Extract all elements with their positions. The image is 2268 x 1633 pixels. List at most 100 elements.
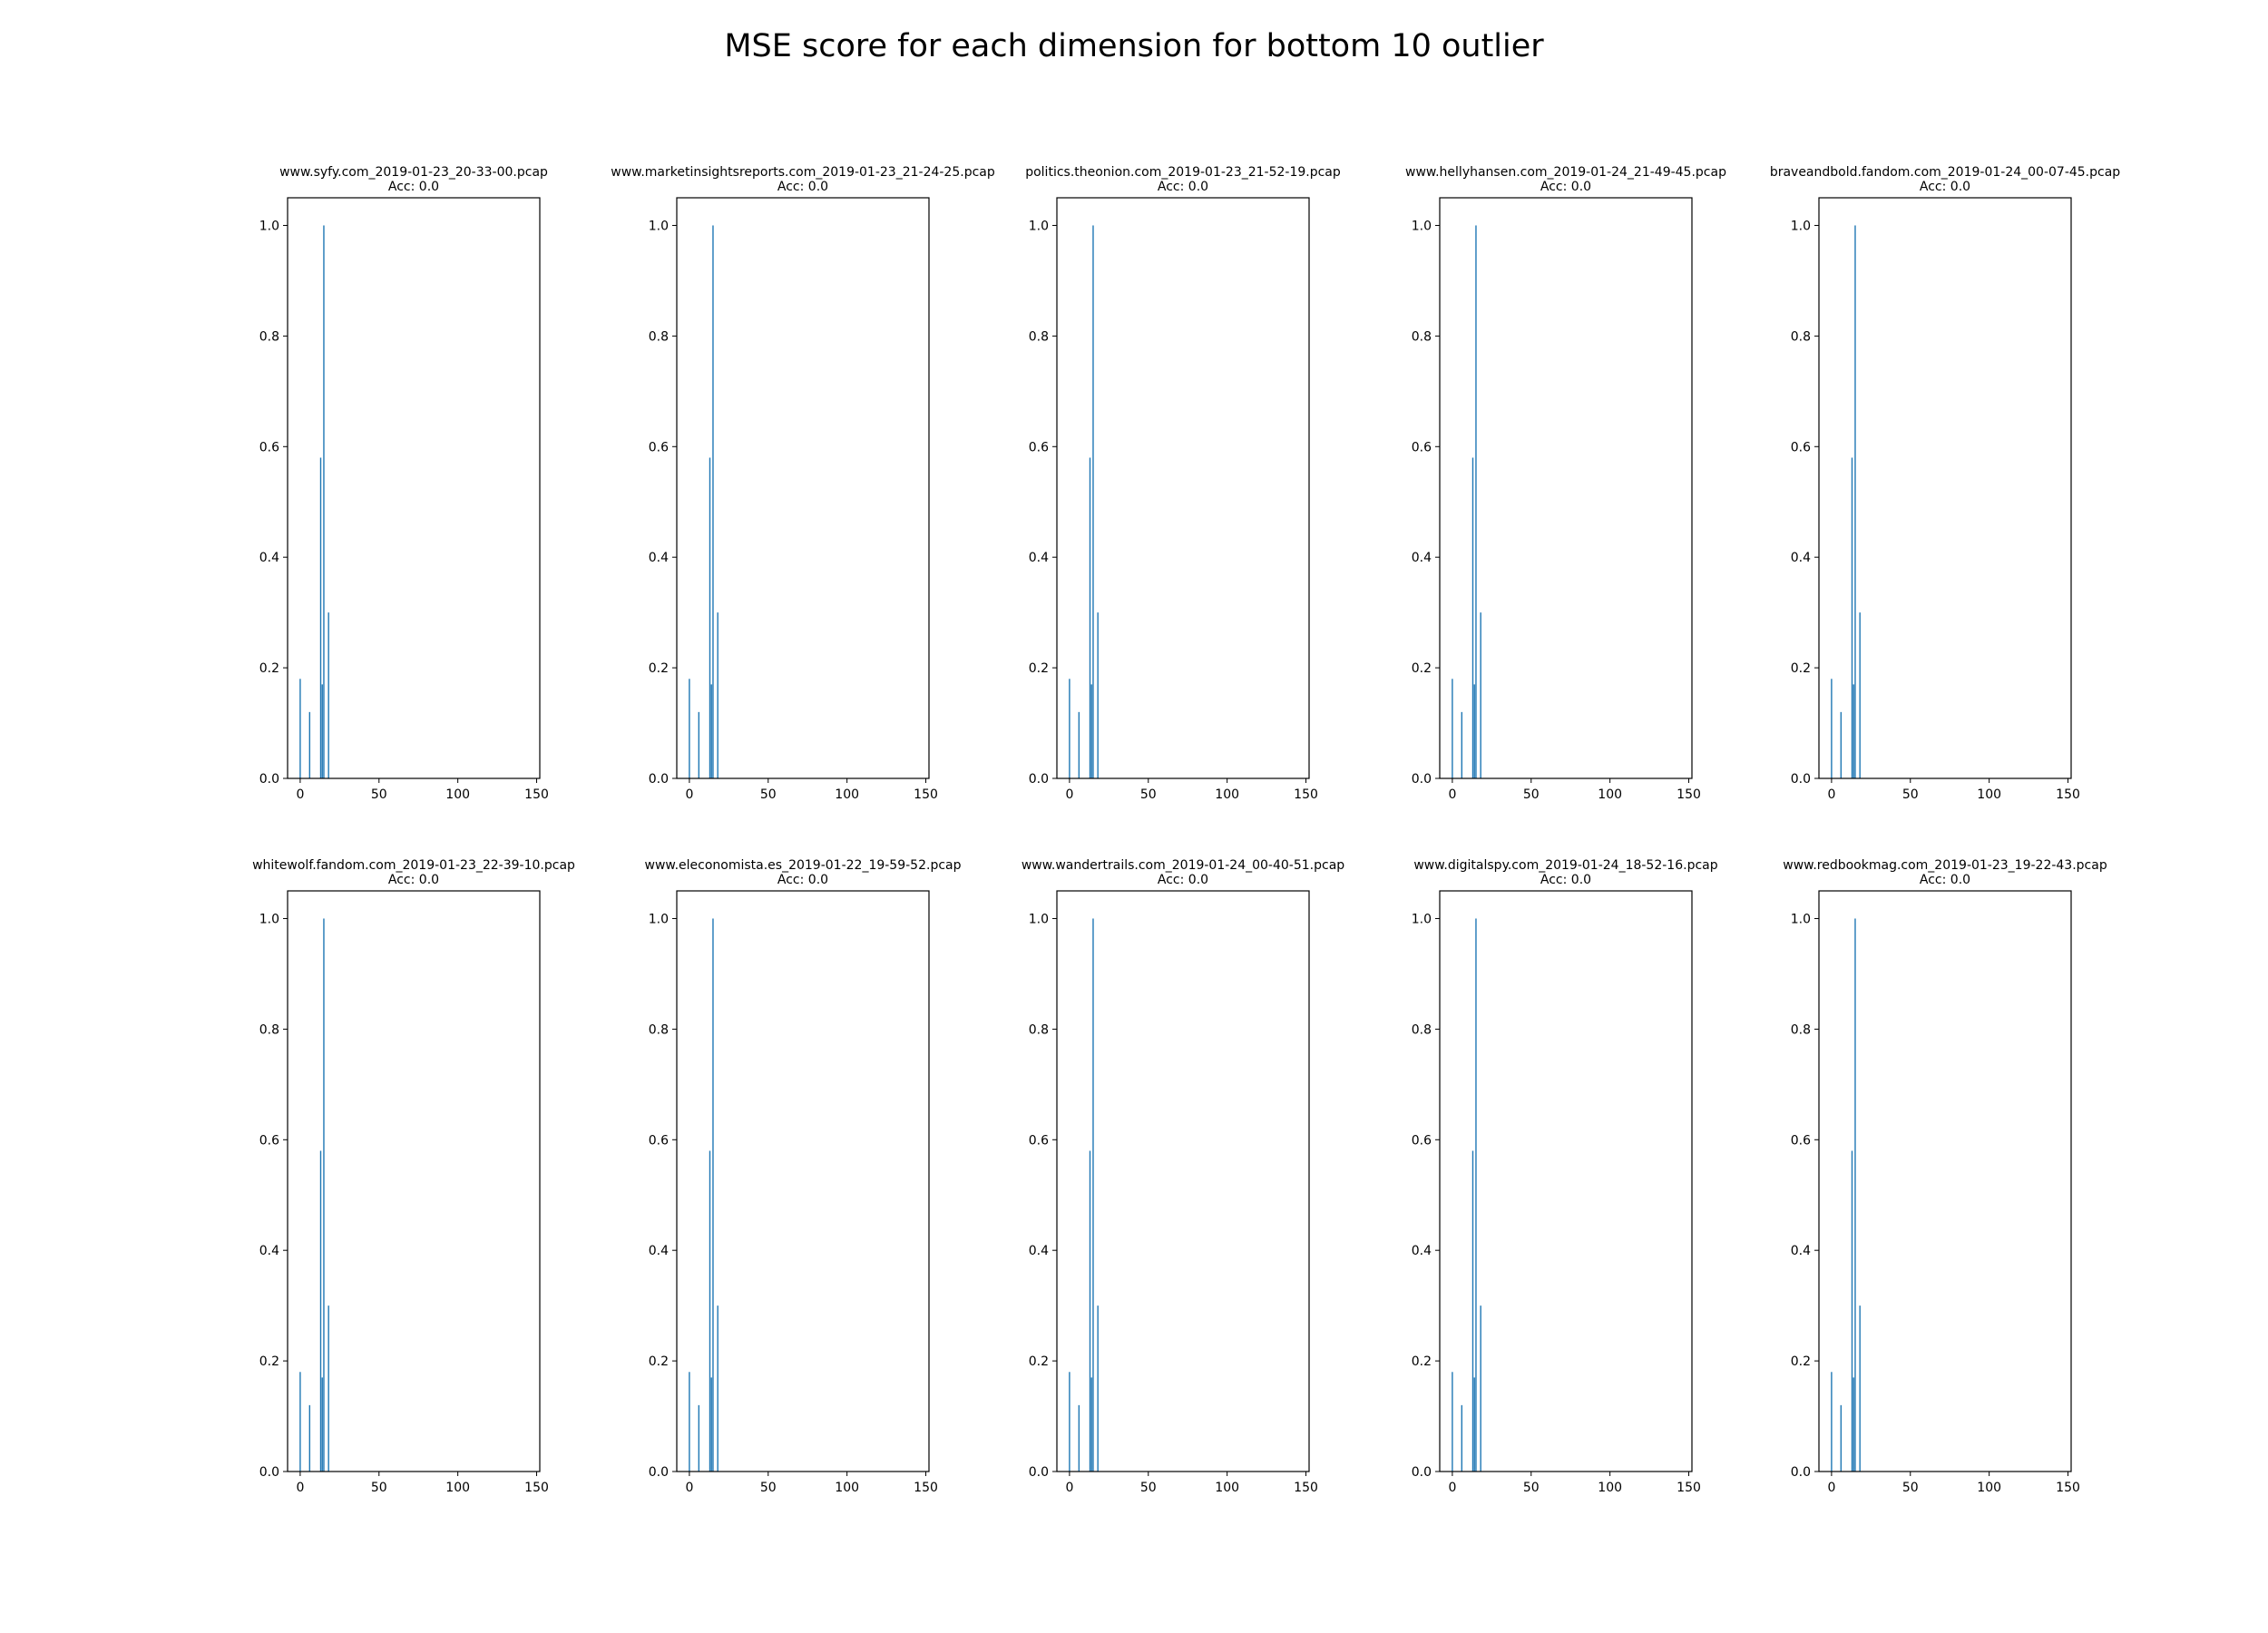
- y-tick-label: 0.2: [1029, 661, 1049, 676]
- axes-frame: [676, 890, 930, 1472]
- axes-frame: [1439, 197, 1693, 779]
- subplot-title: www.syfy.com_2019-01-23_20-33-00.pcap: [279, 165, 548, 180]
- subplot-subtitle: Acc: 0.0: [388, 873, 439, 887]
- bar: [321, 684, 323, 778]
- bar: [299, 1372, 301, 1472]
- bar: [1859, 612, 1861, 778]
- bar: [1090, 1377, 1092, 1472]
- bar: [1859, 1305, 1861, 1472]
- bar: [1461, 1404, 1463, 1472]
- x-tick-label: 100: [835, 787, 859, 802]
- subplot-7: www.eleconomista.es_2019-01-22_19-59-52.…: [645, 858, 962, 1495]
- y-tick-label: 1.0: [1412, 219, 1432, 233]
- x-tick-label: 100: [1977, 787, 2001, 802]
- x-tick-label: 150: [1294, 1481, 1318, 1495]
- y-tick-label: 0.6: [1791, 1133, 1811, 1148]
- bar: [1853, 684, 1854, 778]
- x-tick-label: 0: [685, 787, 693, 802]
- subplot-10: www.redbookmag.com_2019-01-23_19-22-43.p…: [1783, 858, 2107, 1495]
- bar: [710, 684, 712, 778]
- subplot-title: www.redbookmag.com_2019-01-23_19-22-43.p…: [1783, 858, 2107, 873]
- y-tick-label: 0.4: [259, 1244, 279, 1258]
- x-tick-label: 100: [1598, 1481, 1622, 1495]
- axes-frame: [1818, 197, 2072, 779]
- subplot-subtitle: Acc: 0.0: [388, 180, 439, 194]
- subplot-title: www.hellyhansen.com_2019-01-24_21-49-45.…: [1405, 165, 1726, 180]
- bar: [1851, 457, 1853, 778]
- y-tick-label: 0.2: [1791, 661, 1811, 676]
- bar: [1851, 1150, 1853, 1472]
- bar: [1473, 684, 1475, 778]
- x-tick-label: 0: [1827, 1481, 1835, 1495]
- figure-title: MSE score for each dimension for bottom …: [724, 28, 1544, 64]
- x-tick-label: 50: [1902, 1481, 1919, 1495]
- subplot-title: www.wandertrails.com_2019-01-24_00-40-51…: [1022, 858, 1344, 873]
- bar: [1840, 1404, 1843, 1472]
- y-tick-label: 0.4: [649, 1244, 669, 1258]
- bar: [1831, 679, 1833, 778]
- subplot-subtitle: Acc: 0.0: [1540, 873, 1591, 887]
- y-tick-label: 0.4: [259, 551, 279, 565]
- bar: [1475, 225, 1477, 778]
- y-tick-label: 0.8: [259, 329, 279, 344]
- subplot-subtitle: Acc: 0.0: [1920, 873, 1970, 887]
- subplot-title: www.marketinsightsreports.com_2019-01-23…: [611, 165, 995, 180]
- bar: [1854, 225, 1856, 778]
- x-tick-label: 50: [1140, 787, 1157, 802]
- bar: [712, 918, 714, 1472]
- y-tick-label: 0.0: [259, 772, 279, 787]
- y-tick-label: 0.8: [259, 1022, 279, 1037]
- y-tick-label: 0.6: [1412, 1133, 1432, 1148]
- y-tick-label: 1.0: [1791, 912, 1811, 926]
- subplot-subtitle: Acc: 0.0: [777, 180, 828, 194]
- x-tick-label: 0: [685, 1481, 693, 1495]
- bar: [1831, 1372, 1833, 1472]
- x-tick-label: 50: [1523, 787, 1540, 802]
- y-tick-label: 0.6: [1029, 1133, 1049, 1148]
- x-tick-label: 150: [2056, 787, 2080, 802]
- subplot-grid: www.syfy.com_2019-01-23_20-33-00.pcapAcc…: [252, 165, 2120, 1495]
- subplot-9: www.digitalspy.com_2019-01-24_18-52-16.p…: [1412, 858, 1718, 1495]
- y-tick-label: 0.4: [1791, 551, 1811, 565]
- y-tick-label: 1.0: [1029, 219, 1049, 233]
- y-tick-label: 0.2: [649, 661, 669, 676]
- bar: [709, 1150, 711, 1472]
- x-tick-label: 150: [2056, 1481, 2080, 1495]
- y-tick-label: 0.8: [1412, 329, 1432, 344]
- bar: [1078, 711, 1080, 778]
- x-tick-label: 50: [1140, 1481, 1157, 1495]
- y-tick-label: 0.0: [1029, 772, 1049, 787]
- subplot-title: www.eleconomista.es_2019-01-22_19-59-52.…: [645, 858, 962, 873]
- y-tick-label: 0.2: [1412, 1354, 1432, 1369]
- bar: [327, 1305, 329, 1472]
- y-tick-label: 0.6: [1791, 440, 1811, 455]
- subplot-1: www.syfy.com_2019-01-23_20-33-00.pcapAcc…: [259, 165, 549, 802]
- y-tick-label: 0.2: [1791, 1354, 1811, 1369]
- y-tick-label: 0.4: [1412, 1244, 1432, 1258]
- axes-frame: [287, 890, 541, 1472]
- y-tick-label: 0.8: [1791, 1022, 1811, 1037]
- x-tick-label: 0: [1448, 787, 1456, 802]
- bar: [1473, 1377, 1475, 1472]
- x-tick-label: 0: [1065, 787, 1073, 802]
- x-tick-label: 100: [1215, 787, 1239, 802]
- bar: [308, 711, 311, 778]
- bar: [1092, 918, 1094, 1472]
- bar: [709, 457, 711, 778]
- y-tick-label: 1.0: [649, 219, 669, 233]
- y-tick-label: 1.0: [649, 912, 669, 926]
- x-tick-label: 150: [1677, 1481, 1701, 1495]
- subplot-title: whitewolf.fandom.com_2019-01-23_22-39-10…: [252, 858, 575, 873]
- axes-frame: [1439, 890, 1693, 1472]
- x-tick-label: 50: [1523, 1481, 1540, 1495]
- bar: [327, 612, 329, 778]
- x-tick-label: 0: [1065, 1481, 1073, 1495]
- y-tick-label: 0.6: [1412, 440, 1432, 455]
- x-tick-label: 150: [1677, 787, 1701, 802]
- subplot-subtitle: Acc: 0.0: [1920, 180, 1970, 194]
- axes-frame: [1056, 890, 1310, 1472]
- y-tick-label: 0.8: [1029, 1022, 1049, 1037]
- bar: [319, 1150, 322, 1472]
- bar: [717, 1305, 719, 1472]
